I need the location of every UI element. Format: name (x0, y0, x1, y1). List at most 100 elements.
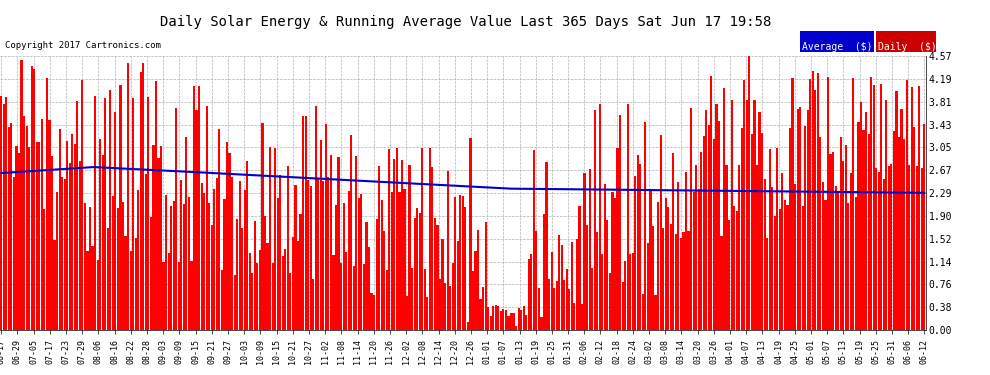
Bar (844, 144, 846, 330)
Bar (125, 236, 127, 330)
Bar (479, 298, 482, 330)
Bar (122, 202, 124, 330)
Bar (459, 195, 461, 330)
Bar (56, 192, 58, 330)
Bar (89, 207, 91, 330)
Bar (890, 164, 893, 330)
Bar (695, 165, 697, 330)
Bar (617, 148, 619, 330)
Bar (175, 108, 177, 330)
Bar (888, 166, 890, 330)
Bar (323, 181, 325, 330)
Bar (849, 173, 852, 330)
Bar (830, 154, 832, 330)
Bar (632, 253, 634, 330)
Bar (114, 112, 117, 330)
Bar (320, 140, 322, 330)
Bar (734, 206, 736, 330)
Bar (396, 148, 398, 330)
Bar (242, 228, 244, 330)
Bar (817, 74, 819, 330)
Bar (835, 186, 837, 330)
Bar (797, 109, 799, 330)
Bar (854, 198, 857, 330)
Bar (328, 177, 330, 330)
Bar (743, 80, 745, 330)
Bar (624, 261, 627, 330)
Bar (555, 281, 557, 330)
Bar (635, 176, 637, 330)
Bar (771, 187, 773, 330)
Bar (588, 169, 591, 330)
Bar (908, 165, 910, 330)
Bar (198, 86, 200, 330)
Bar (439, 279, 442, 330)
Bar (703, 135, 705, 330)
Bar (203, 193, 205, 330)
Bar (669, 224, 672, 330)
Bar (500, 311, 502, 330)
Bar (383, 231, 385, 330)
Bar (708, 125, 710, 330)
Bar (533, 150, 535, 330)
Bar (510, 313, 512, 330)
Bar (347, 191, 349, 330)
Bar (247, 161, 248, 330)
Bar (31, 66, 33, 330)
Bar (148, 97, 149, 330)
Bar (862, 130, 864, 330)
Bar (190, 261, 192, 330)
Bar (193, 86, 195, 330)
Bar (893, 131, 895, 330)
Bar (698, 189, 700, 330)
Bar (664, 198, 667, 330)
Bar (18, 153, 20, 330)
Bar (378, 166, 380, 330)
Bar (335, 205, 338, 330)
Bar (206, 106, 208, 330)
Bar (728, 220, 731, 330)
Bar (109, 90, 112, 330)
Bar (791, 78, 794, 330)
Bar (596, 231, 598, 330)
Bar (66, 141, 68, 330)
Bar (208, 203, 210, 330)
Bar (789, 129, 791, 330)
Bar (773, 216, 776, 330)
Bar (368, 247, 370, 330)
Bar (776, 148, 778, 330)
Bar (446, 171, 448, 330)
Bar (885, 100, 887, 330)
Bar (784, 200, 786, 330)
Bar (294, 184, 297, 330)
Bar (649, 190, 651, 330)
Bar (713, 140, 715, 330)
Bar (750, 135, 753, 330)
Bar (508, 315, 510, 330)
Bar (102, 155, 104, 330)
Bar (870, 77, 872, 330)
Bar (152, 145, 154, 330)
Bar (264, 216, 266, 330)
Bar (401, 160, 403, 330)
Bar (731, 100, 733, 330)
Bar (261, 123, 263, 330)
Bar (346, 252, 347, 330)
Bar (170, 206, 172, 330)
Bar (307, 180, 309, 330)
Bar (333, 255, 335, 330)
Bar (721, 236, 723, 330)
Bar (802, 206, 804, 330)
Bar (41, 119, 43, 330)
Bar (375, 219, 377, 330)
Bar (654, 295, 656, 330)
Bar (599, 104, 601, 330)
Bar (604, 184, 606, 330)
Bar (768, 149, 771, 330)
Bar (736, 211, 738, 330)
Bar (104, 98, 106, 330)
Bar (515, 326, 517, 330)
Bar (248, 254, 250, 330)
Bar (44, 209, 46, 330)
Bar (838, 191, 840, 330)
